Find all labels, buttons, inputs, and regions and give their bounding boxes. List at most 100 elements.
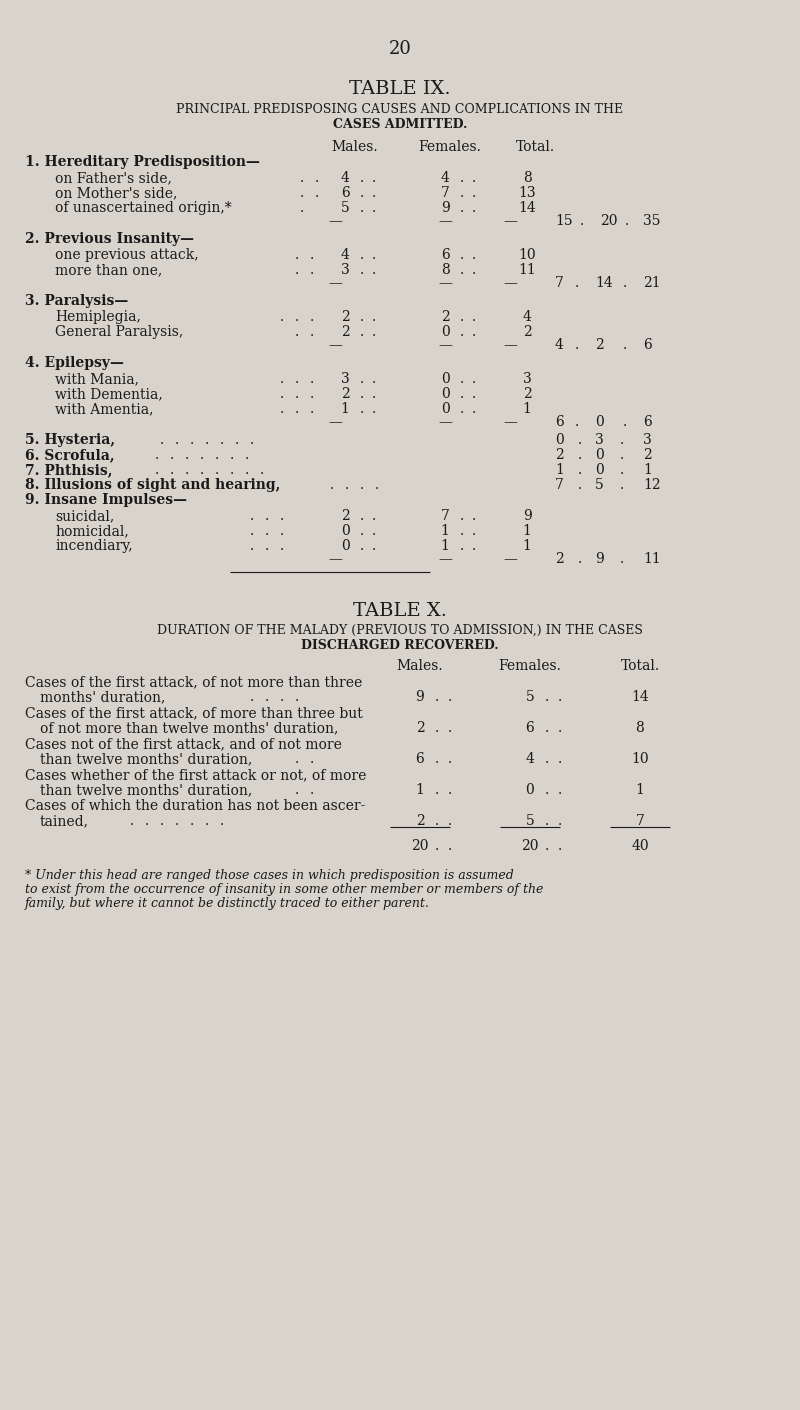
Text: .: . bbox=[310, 324, 314, 338]
Text: .: . bbox=[310, 372, 314, 386]
Text: .: . bbox=[250, 525, 254, 539]
Text: 7: 7 bbox=[635, 814, 645, 828]
Text: .: . bbox=[295, 783, 299, 797]
Text: .: . bbox=[460, 171, 464, 185]
Text: .: . bbox=[472, 402, 476, 416]
Text: 15: 15 bbox=[555, 214, 573, 228]
Text: .: . bbox=[215, 462, 219, 477]
Text: Total.: Total. bbox=[515, 140, 554, 154]
Text: 1: 1 bbox=[341, 402, 350, 416]
Text: Total.: Total. bbox=[621, 658, 659, 673]
Text: .: . bbox=[472, 186, 476, 200]
Text: .: . bbox=[578, 433, 582, 447]
Text: .: . bbox=[330, 478, 334, 492]
Text: .: . bbox=[300, 171, 304, 185]
Text: 1: 1 bbox=[555, 462, 564, 477]
Text: .: . bbox=[472, 264, 476, 276]
Text: .: . bbox=[310, 248, 314, 262]
Text: .: . bbox=[175, 433, 179, 447]
Text: 20: 20 bbox=[411, 839, 429, 853]
Text: 6: 6 bbox=[643, 338, 652, 352]
Text: .: . bbox=[200, 448, 204, 462]
Text: .: . bbox=[250, 509, 254, 523]
Text: .: . bbox=[300, 202, 304, 214]
Text: .: . bbox=[265, 539, 270, 553]
Text: .: . bbox=[280, 386, 284, 400]
Text: 9. Insane Impulses—: 9. Insane Impulses— bbox=[25, 493, 187, 508]
Text: —: — bbox=[438, 551, 452, 565]
Text: 9: 9 bbox=[595, 551, 604, 565]
Text: .: . bbox=[360, 324, 364, 338]
Text: 2. Previous Insanity—: 2. Previous Insanity— bbox=[25, 233, 194, 245]
Text: —: — bbox=[438, 415, 452, 429]
Text: 2: 2 bbox=[341, 324, 350, 338]
Text: .: . bbox=[620, 551, 624, 565]
Text: —: — bbox=[328, 276, 342, 290]
Text: 3: 3 bbox=[341, 264, 350, 276]
Text: .: . bbox=[545, 689, 550, 704]
Text: TABLE IX.: TABLE IX. bbox=[349, 80, 451, 99]
Text: homicidal,: homicidal, bbox=[55, 525, 129, 539]
Text: .: . bbox=[580, 214, 584, 228]
Text: .: . bbox=[372, 248, 376, 262]
Text: .: . bbox=[472, 324, 476, 338]
Text: .: . bbox=[220, 433, 224, 447]
Text: .: . bbox=[472, 202, 476, 214]
Text: .: . bbox=[460, 372, 464, 386]
Text: Females.: Females. bbox=[418, 140, 482, 154]
Text: .: . bbox=[472, 386, 476, 400]
Text: than twelve months' duration,: than twelve months' duration, bbox=[40, 783, 252, 797]
Text: .: . bbox=[372, 310, 376, 324]
Text: .: . bbox=[472, 539, 476, 553]
Text: months' duration,: months' duration, bbox=[40, 689, 166, 704]
Text: to exist from the occurrence of insanity in some other member or members of the: to exist from the occurrence of insanity… bbox=[25, 883, 543, 895]
Text: 1: 1 bbox=[522, 539, 531, 553]
Text: .: . bbox=[372, 372, 376, 386]
Text: 8. Illusions of sight and hearing,: 8. Illusions of sight and hearing, bbox=[25, 478, 280, 492]
Text: family, but where it cannot be distinctly traced to either parent.: family, but where it cannot be distinctl… bbox=[25, 897, 430, 909]
Text: .: . bbox=[460, 324, 464, 338]
Text: .: . bbox=[472, 171, 476, 185]
Text: .: . bbox=[245, 462, 250, 477]
Text: .: . bbox=[280, 310, 284, 324]
Text: 1. Hereditary Predisposition—: 1. Hereditary Predisposition— bbox=[25, 155, 260, 169]
Text: .: . bbox=[372, 171, 376, 185]
Text: on Father's side,: on Father's side, bbox=[55, 171, 172, 185]
Text: 1: 1 bbox=[415, 783, 425, 797]
Text: 7. Phthisis,: 7. Phthisis, bbox=[25, 462, 113, 477]
Text: 20: 20 bbox=[600, 214, 618, 228]
Text: .: . bbox=[160, 433, 164, 447]
Text: .: . bbox=[295, 324, 299, 338]
Text: 10: 10 bbox=[518, 248, 536, 262]
Text: .: . bbox=[315, 186, 319, 200]
Text: .: . bbox=[160, 814, 164, 828]
Text: 11: 11 bbox=[643, 551, 661, 565]
Text: .: . bbox=[558, 689, 562, 704]
Text: incendiary,: incendiary, bbox=[55, 539, 133, 553]
Text: 4: 4 bbox=[522, 310, 531, 324]
Text: .: . bbox=[460, 264, 464, 276]
Text: DISCHARGED RECOVERED.: DISCHARGED RECOVERED. bbox=[301, 639, 499, 651]
Text: 2: 2 bbox=[341, 509, 350, 523]
Text: * Under this head are ranged those cases in which predisposition is assumed: * Under this head are ranged those cases… bbox=[25, 869, 514, 883]
Text: 1: 1 bbox=[522, 402, 531, 416]
Text: 2: 2 bbox=[416, 814, 424, 828]
Text: one previous attack,: one previous attack, bbox=[55, 248, 198, 262]
Text: .: . bbox=[245, 448, 250, 462]
Text: 8: 8 bbox=[636, 721, 644, 735]
Text: .: . bbox=[215, 448, 219, 462]
Text: .: . bbox=[205, 433, 210, 447]
Text: .: . bbox=[360, 525, 364, 539]
Text: .: . bbox=[545, 839, 550, 853]
Text: .: . bbox=[295, 752, 299, 766]
Text: Males.: Males. bbox=[332, 140, 378, 154]
Text: 6: 6 bbox=[555, 415, 564, 429]
Text: 6: 6 bbox=[341, 186, 350, 200]
Text: —: — bbox=[328, 551, 342, 565]
Text: .: . bbox=[435, 689, 439, 704]
Text: —: — bbox=[438, 214, 452, 228]
Text: .: . bbox=[200, 462, 204, 477]
Text: .: . bbox=[310, 264, 314, 276]
Text: 9: 9 bbox=[522, 509, 531, 523]
Text: .: . bbox=[460, 525, 464, 539]
